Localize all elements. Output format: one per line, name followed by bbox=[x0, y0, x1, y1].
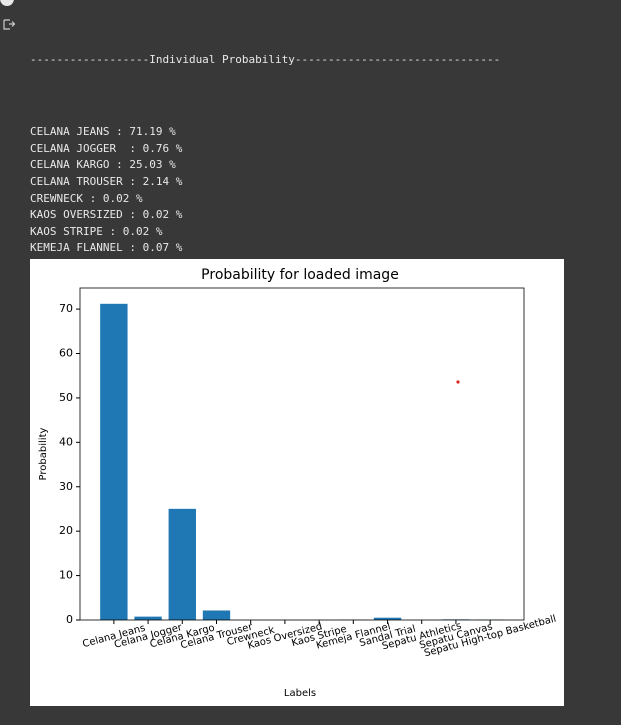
bar bbox=[134, 616, 162, 620]
chart: Probability for loaded image Labels Prob… bbox=[30, 259, 564, 706]
bar bbox=[373, 617, 402, 620]
y-tick-label: 60 bbox=[59, 347, 73, 360]
run-indicator bbox=[0, 0, 14, 6]
output-line: KAOS OVERSIZED : 0.02 % bbox=[30, 208, 183, 222]
stray-dot bbox=[456, 380, 460, 384]
output-line: CELANA TROUSER : 2.14 % bbox=[30, 174, 183, 188]
y-tick-label: 70 bbox=[59, 302, 73, 315]
output-line: KAOS STRIPE : 0.02 % bbox=[30, 224, 163, 238]
output-line: KEMEJA FLANNEL : 0.07 % bbox=[30, 241, 183, 255]
output-icon[interactable] bbox=[2, 18, 16, 32]
y-tick-label: 20 bbox=[59, 524, 73, 537]
y-tick-label: 30 bbox=[59, 480, 73, 493]
output-header: ------------------Individual Probability… bbox=[30, 53, 501, 66]
bar bbox=[100, 303, 128, 620]
y-tick-label: 40 bbox=[59, 435, 73, 448]
output-line: CREWNECK : 0.02 % bbox=[30, 191, 143, 205]
y-tick-label: 0 bbox=[66, 613, 73, 626]
bar bbox=[168, 508, 196, 620]
output-line: CELANA JEANS : 71.19 % bbox=[30, 125, 176, 139]
y-axis-label: Probability bbox=[38, 427, 49, 480]
y-tick-label: 10 bbox=[59, 569, 73, 582]
output-line: CELANA KARGO : 25.03 % bbox=[30, 158, 176, 172]
axes-frame bbox=[79, 287, 525, 621]
output-line: CELANA JOGGER : 0.76 % bbox=[30, 141, 183, 155]
y-tick-label: 50 bbox=[59, 391, 73, 404]
bar bbox=[202, 610, 231, 620]
x-axis-label: Labels bbox=[284, 688, 316, 699]
chart-title: Probability for loaded image bbox=[201, 267, 399, 283]
